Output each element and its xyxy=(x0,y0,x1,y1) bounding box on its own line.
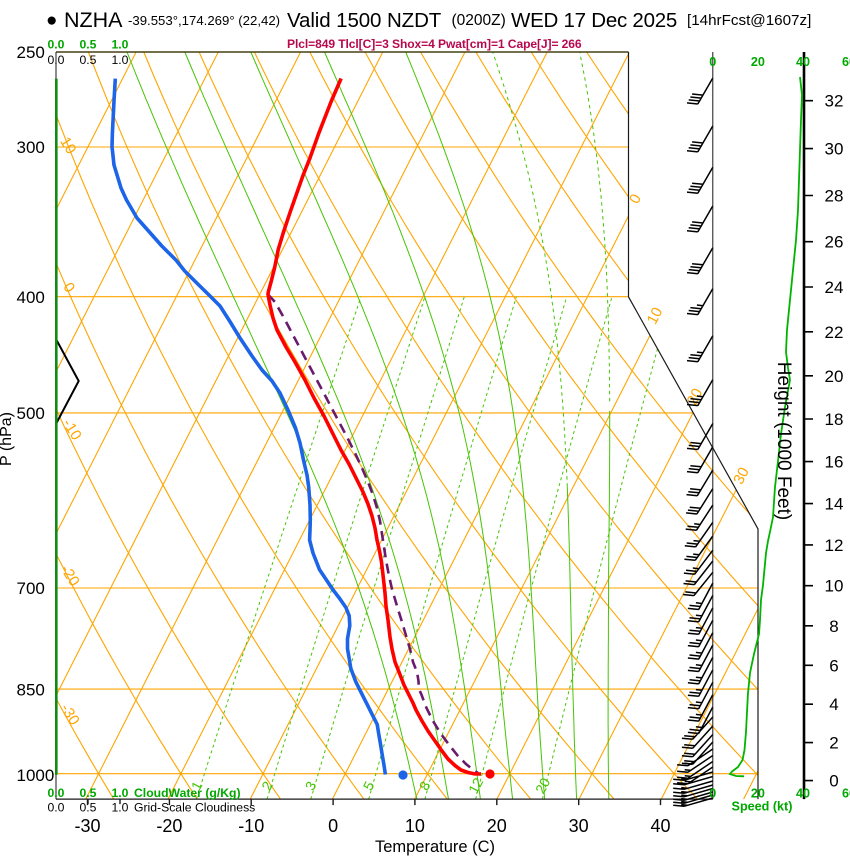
svg-text:0.5: 0.5 xyxy=(80,53,97,67)
svg-text:1.0: 1.0 xyxy=(112,801,129,815)
svg-text:12: 12 xyxy=(465,775,487,796)
svg-text:20: 20 xyxy=(487,816,507,836)
svg-text:40: 40 xyxy=(650,816,670,836)
svg-text:1.0: 1.0 xyxy=(112,53,129,67)
svg-text:0.5: 0.5 xyxy=(80,786,97,800)
svg-text:26: 26 xyxy=(825,233,844,252)
svg-text:14: 14 xyxy=(825,495,844,514)
svg-text:0.0: 0.0 xyxy=(48,53,65,67)
svg-text:[14hrFcst@1607z]: [14hrFcst@1607z] xyxy=(687,12,811,29)
svg-text:●: ● xyxy=(46,10,57,31)
svg-text:-39.553°,174.269° (22,42): -39.553°,174.269° (22,42) xyxy=(128,13,280,28)
svg-text:22: 22 xyxy=(825,323,844,342)
svg-text:Speed (kt): Speed (kt) xyxy=(732,800,793,814)
svg-text:12: 12 xyxy=(825,536,844,555)
svg-text:10: 10 xyxy=(825,577,844,596)
svg-text:0.0: 0.0 xyxy=(48,801,65,815)
svg-text:20: 20 xyxy=(532,775,554,796)
svg-text:700: 700 xyxy=(17,579,45,598)
svg-text:0.5: 0.5 xyxy=(80,801,97,815)
svg-text:1000: 1000 xyxy=(17,766,55,785)
svg-text:4: 4 xyxy=(829,695,838,714)
svg-text:10: 10 xyxy=(644,305,667,328)
svg-text:40: 40 xyxy=(796,55,810,69)
svg-text:10: 10 xyxy=(405,816,425,836)
svg-text:0.0: 0.0 xyxy=(48,38,65,52)
svg-text:0: 0 xyxy=(328,816,338,836)
svg-text:Temperature (C): Temperature (C) xyxy=(375,838,495,856)
svg-text:20: 20 xyxy=(751,55,765,69)
svg-text:8: 8 xyxy=(829,617,838,636)
svg-text:Height (1000 Feet): Height (1000 Feet) xyxy=(773,362,794,520)
svg-text:500: 500 xyxy=(17,404,45,423)
svg-text:850: 850 xyxy=(17,680,45,699)
svg-text:32: 32 xyxy=(825,92,844,111)
svg-text:18: 18 xyxy=(825,410,844,429)
svg-text:-30: -30 xyxy=(74,816,100,836)
svg-text:400: 400 xyxy=(17,288,45,307)
svg-text:6: 6 xyxy=(829,656,838,675)
svg-text:1.0: 1.0 xyxy=(112,38,129,52)
svg-text:P (hPa): P (hPa) xyxy=(0,412,15,466)
svg-text:CloudWater (g/Kg): CloudWater (g/Kg) xyxy=(134,786,241,800)
svg-text:60: 60 xyxy=(842,55,850,69)
svg-text:20: 20 xyxy=(684,386,707,409)
svg-text:-10: -10 xyxy=(238,816,264,836)
svg-text:30: 30 xyxy=(730,465,753,488)
svg-text:Plcl=849 Tlcl[C]=3 Shox=4 Pwat: Plcl=849 Tlcl[C]=3 Shox=4 Pwat[cm]=1 Cap… xyxy=(287,37,582,51)
svg-text:0: 0 xyxy=(709,787,716,801)
svg-text:0: 0 xyxy=(709,55,716,69)
svg-text:10: 10 xyxy=(56,134,79,157)
svg-text:16: 16 xyxy=(825,453,844,472)
svg-text:60: 60 xyxy=(842,787,850,801)
svg-text:1.0: 1.0 xyxy=(112,786,129,800)
svg-text:0.0: 0.0 xyxy=(48,786,65,800)
svg-text:28: 28 xyxy=(825,187,844,206)
svg-text:-20: -20 xyxy=(156,816,182,836)
svg-text:20: 20 xyxy=(751,787,765,801)
svg-text:2: 2 xyxy=(829,734,838,753)
svg-text:Grid-Scale Cloudiness: Grid-Scale Cloudiness xyxy=(134,801,255,815)
svg-text:30: 30 xyxy=(825,140,844,159)
svg-text:300: 300 xyxy=(17,138,45,157)
svg-text:24: 24 xyxy=(825,278,844,297)
svg-text:Valid 1500 NZDT: Valid 1500 NZDT xyxy=(287,9,442,32)
svg-text:30: 30 xyxy=(569,816,589,836)
svg-text:40: 40 xyxy=(796,787,810,801)
svg-text:NZHA: NZHA xyxy=(64,8,123,32)
svg-text:(0200Z): (0200Z) xyxy=(452,12,506,29)
svg-text:250: 250 xyxy=(17,43,45,62)
svg-text:WED 17 Dec 2025: WED 17 Dec 2025 xyxy=(511,9,677,32)
svg-text:20: 20 xyxy=(825,367,844,386)
svg-text:0.5: 0.5 xyxy=(80,38,97,52)
svg-text:0: 0 xyxy=(829,772,838,791)
